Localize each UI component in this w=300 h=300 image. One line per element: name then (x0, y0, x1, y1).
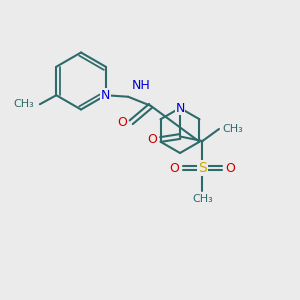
Text: CH₃: CH₃ (192, 194, 213, 204)
Text: N: N (175, 101, 185, 115)
Text: O: O (169, 161, 179, 175)
Text: O: O (148, 133, 158, 146)
Text: N: N (101, 89, 110, 102)
Text: CH₃: CH₃ (14, 99, 34, 109)
Text: CH₃: CH₃ (223, 124, 243, 134)
Text: O: O (226, 161, 236, 175)
Text: NH: NH (132, 79, 151, 92)
Text: O: O (118, 116, 128, 129)
Text: S: S (198, 161, 207, 175)
